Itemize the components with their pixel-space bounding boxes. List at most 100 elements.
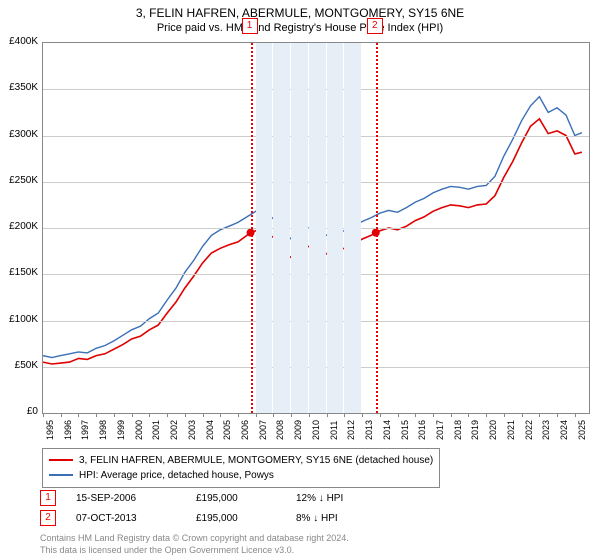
- x-tick: 2020: [488, 420, 498, 440]
- x-tick: 2021: [506, 420, 516, 440]
- tx-marker-2: 2: [40, 510, 56, 526]
- marker-box: 2: [367, 18, 383, 34]
- x-tick-mark: [238, 413, 239, 417]
- x-tick: 2013: [364, 420, 374, 440]
- x-tick-mark: [256, 413, 257, 417]
- x-tick-mark: [96, 413, 97, 417]
- x-tick-mark: [149, 413, 150, 417]
- chart-subtitle: Price paid vs. HM Land Registry's House …: [0, 20, 600, 34]
- x-tick-mark: [486, 413, 487, 417]
- shaded-band: [273, 43, 290, 413]
- x-tick-mark: [43, 413, 44, 417]
- footnote: Contains HM Land Registry data © Crown c…: [40, 532, 349, 556]
- y-tick: £250K: [0, 175, 38, 186]
- x-tick: 2015: [400, 420, 410, 440]
- x-tick: 2024: [559, 420, 569, 440]
- legend-label-hpi: HPI: Average price, detached house, Powy…: [79, 470, 274, 481]
- x-tick-mark: [273, 413, 274, 417]
- legend: 3, FELIN HAFREN, ABERMULE, MONTGOMERY, S…: [42, 448, 440, 488]
- x-tick: 2007: [258, 420, 268, 440]
- transaction-row-1: 1 15-SEP-2006 £195,000 12% ↓ HPI: [40, 490, 600, 506]
- plot-area: [42, 42, 590, 414]
- x-tick-mark: [504, 413, 505, 417]
- x-tick: 2002: [169, 420, 179, 440]
- x-tick-mark: [398, 413, 399, 417]
- x-tick: 1996: [63, 420, 73, 440]
- x-tick: 2001: [151, 420, 161, 440]
- x-tick: 2023: [541, 420, 551, 440]
- tx-date-2: 07-OCT-2013: [76, 513, 196, 524]
- x-tick-mark: [415, 413, 416, 417]
- x-tick: 2004: [205, 420, 215, 440]
- x-tick: 2009: [293, 420, 303, 440]
- x-tick-mark: [451, 413, 452, 417]
- transaction-row-2: 2 07-OCT-2013 £195,000 8% ↓ HPI: [40, 510, 600, 526]
- chart-container: 3, FELIN HAFREN, ABERMULE, MONTGOMERY, S…: [0, 0, 600, 560]
- x-tick-mark: [220, 413, 221, 417]
- legend-swatch-subject: [49, 459, 73, 461]
- x-tick: 2000: [134, 420, 144, 440]
- shaded-band: [291, 43, 308, 413]
- x-tick: 2025: [577, 420, 587, 440]
- marker-line: [376, 43, 378, 413]
- shaded-band: [327, 43, 344, 413]
- x-tick-mark: [344, 413, 345, 417]
- legend-item-hpi: HPI: Average price, detached house, Powy…: [49, 468, 433, 483]
- y-tick: £300K: [0, 129, 38, 140]
- x-tick-mark: [433, 413, 434, 417]
- x-tick: 2016: [417, 420, 427, 440]
- x-tick: 1995: [45, 420, 55, 440]
- x-tick-mark: [167, 413, 168, 417]
- y-tick: £100K: [0, 314, 38, 325]
- x-tick-mark: [539, 413, 540, 417]
- x-tick-mark: [309, 413, 310, 417]
- x-tick-mark: [468, 413, 469, 417]
- y-tick: £200K: [0, 221, 38, 232]
- shaded-band: [309, 43, 326, 413]
- x-tick-mark: [557, 413, 558, 417]
- x-tick-mark: [362, 413, 363, 417]
- x-tick-mark: [291, 413, 292, 417]
- tx-price-2: £195,000: [196, 513, 296, 524]
- shaded-band: [256, 43, 273, 413]
- x-tick: 2003: [187, 420, 197, 440]
- y-tick: £150K: [0, 267, 38, 278]
- x-tick-mark: [575, 413, 576, 417]
- x-tick: 2011: [329, 421, 339, 440]
- footnote-line1: Contains HM Land Registry data © Crown c…: [40, 532, 349, 544]
- x-tick-mark: [114, 413, 115, 417]
- x-tick-mark: [61, 413, 62, 417]
- x-tick: 2022: [524, 420, 534, 440]
- footnote-line2: This data is licensed under the Open Gov…: [40, 544, 349, 556]
- x-tick-mark: [132, 413, 133, 417]
- x-tick: 2014: [382, 420, 392, 440]
- x-tick: 1999: [116, 420, 126, 440]
- x-tick: 1998: [98, 420, 108, 440]
- legend-swatch-hpi: [49, 474, 73, 476]
- tx-diff-1: 12% ↓ HPI: [296, 493, 396, 504]
- x-tick-mark: [327, 413, 328, 417]
- tx-diff-2: 8% ↓ HPI: [296, 513, 396, 524]
- x-tick-mark: [78, 413, 79, 417]
- x-tick-mark: [522, 413, 523, 417]
- x-tick-mark: [380, 413, 381, 417]
- legend-label-subject: 3, FELIN HAFREN, ABERMULE, MONTGOMERY, S…: [79, 455, 433, 466]
- x-tick: 2017: [435, 420, 445, 440]
- x-tick: 2005: [222, 420, 232, 440]
- shaded-band: [344, 43, 361, 413]
- tx-price-1: £195,000: [196, 493, 296, 504]
- legend-item-subject: 3, FELIN HAFREN, ABERMULE, MONTGOMERY, S…: [49, 453, 433, 468]
- marker-box: 1: [242, 18, 258, 34]
- tx-date-1: 15-SEP-2006: [76, 493, 196, 504]
- x-tick-mark: [185, 413, 186, 417]
- chart-title: 3, FELIN HAFREN, ABERMULE, MONTGOMERY, S…: [0, 0, 600, 20]
- x-tick: 2019: [470, 420, 480, 440]
- x-tick-mark: [203, 413, 204, 417]
- y-tick: £50K: [0, 360, 38, 371]
- x-tick: 2006: [240, 420, 250, 440]
- tx-marker-1: 1: [40, 490, 56, 506]
- marker-line: [251, 43, 253, 413]
- x-tick: 1997: [80, 420, 90, 440]
- y-tick: £400K: [0, 36, 38, 47]
- y-tick: £350K: [0, 82, 38, 93]
